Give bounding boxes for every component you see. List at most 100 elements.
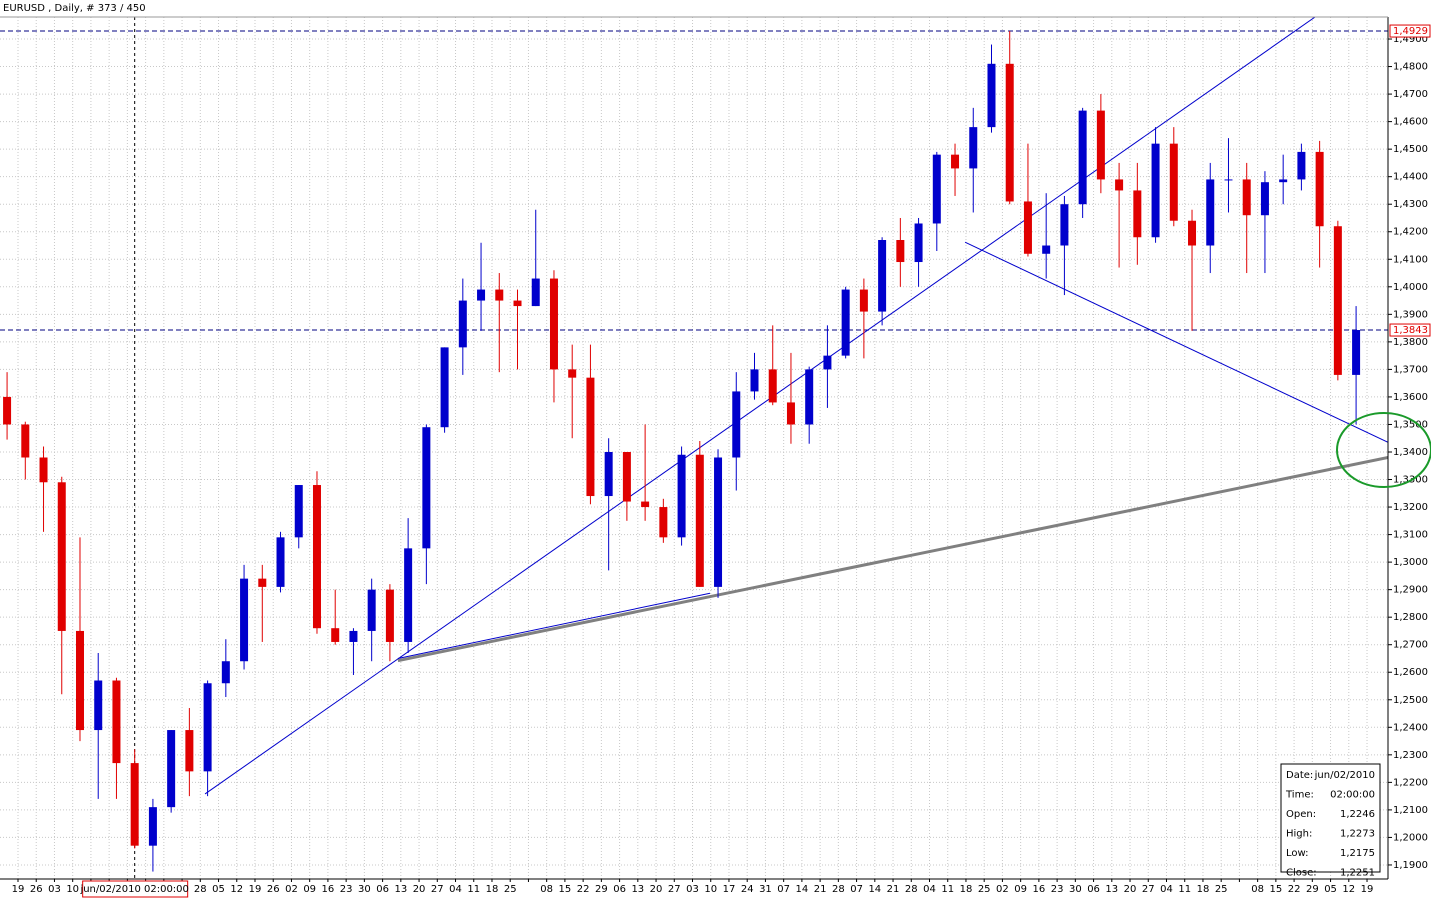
- x-tick-label: 18: [486, 884, 499, 895]
- candle-body: [859, 289, 868, 312]
- candle-body: [750, 369, 759, 392]
- candle-body: [823, 355, 832, 370]
- x-tick-label: 28: [905, 884, 918, 895]
- candle-body: [57, 482, 66, 631]
- y-tick-label: 1,4500: [1393, 144, 1428, 155]
- y-tick-label: 1,4400: [1393, 172, 1428, 183]
- y-tick-label: 1,3900: [1393, 309, 1428, 320]
- candle-body: [1151, 143, 1160, 238]
- x-tick-label: 26: [267, 884, 280, 895]
- info-label: High:: [1286, 829, 1312, 840]
- candle-body: [440, 347, 449, 428]
- x-tick-label: 12: [1342, 884, 1355, 895]
- x-tick-label: 04: [923, 884, 936, 895]
- candle-body: [1352, 330, 1361, 375]
- x-tick-label: 29: [1306, 884, 1319, 895]
- x-tick-label: 02: [285, 884, 298, 895]
- x-tick-label: 30: [1069, 884, 1082, 895]
- x-tick-label: 06: [1087, 884, 1100, 895]
- y-tick-label: 1,2500: [1393, 695, 1428, 706]
- y-tick-label: 1,3500: [1393, 419, 1428, 430]
- trendline: [397, 456, 1388, 663]
- candle-body: [1297, 151, 1306, 180]
- y-tick-label: 1,3600: [1393, 392, 1428, 403]
- info-label: Low:: [1286, 848, 1309, 859]
- candle-body: [1333, 226, 1342, 375]
- candle-body: [385, 589, 394, 642]
- x-tick-label: 16: [1033, 884, 1046, 895]
- y-tick-label: 1,2600: [1393, 667, 1428, 678]
- candle-body: [1169, 143, 1178, 221]
- candle-body: [331, 628, 340, 642]
- x-tick-label: 09: [1014, 884, 1027, 895]
- candle-body: [221, 661, 230, 684]
- x-tick-label: 27: [431, 884, 444, 895]
- candle-body: [185, 730, 194, 772]
- candles: [3, 31, 1361, 872]
- candle-body: [349, 630, 358, 642]
- x-tick-label: 07: [777, 884, 790, 895]
- candle-body: [495, 289, 504, 301]
- x-tick-label: 23: [340, 884, 353, 895]
- candle-body: [1042, 245, 1051, 254]
- candle-body: [1242, 179, 1251, 216]
- x-tick-label: 21: [887, 884, 900, 895]
- x-tick-label: 18: [1197, 884, 1210, 895]
- candle-body: [94, 680, 103, 731]
- info-label: Time:: [1285, 790, 1314, 801]
- x-tick-label: 18: [960, 884, 973, 895]
- candle-body: [21, 424, 30, 458]
- y-tick-label: 1,4000: [1393, 282, 1428, 293]
- info-value: 1,2246: [1340, 809, 1375, 820]
- candle-body: [258, 578, 267, 587]
- x-tick-label: 19: [249, 884, 262, 895]
- candle-body: [404, 548, 413, 642]
- candle-body: [130, 763, 139, 846]
- candle-body: [1005, 63, 1014, 202]
- x-tick-label: 28: [194, 884, 207, 895]
- candle-body: [1115, 179, 1124, 191]
- y-tick-label: 1,2100: [1393, 805, 1428, 816]
- y-tick-label: 1,4900: [1393, 34, 1428, 45]
- y-tick-label: 1,2400: [1393, 722, 1428, 733]
- candle-body: [1260, 182, 1269, 216]
- candle-body: [75, 630, 84, 731]
- x-tick-label: 25: [504, 884, 517, 895]
- candle-body: [367, 589, 376, 631]
- x-tick-label: 08: [1251, 884, 1264, 895]
- x-tick-label: 11: [467, 884, 480, 895]
- x-tick-label: 06: [376, 884, 389, 895]
- axes: 1,1900 1,2000 1,2100 1,2200 1,2300 1,2400 1,25…: [12, 24, 1431, 898]
- candle-body: [1133, 190, 1142, 238]
- candle-body: [1096, 110, 1105, 180]
- y-tick-label: 1,4800: [1393, 62, 1428, 73]
- candle-body: [458, 300, 467, 348]
- y-tick-label: 1,2000: [1393, 832, 1428, 843]
- candle-body: [768, 369, 777, 403]
- price-line-label: 1,4929: [1393, 26, 1428, 37]
- x-tick-label: 13: [631, 884, 644, 895]
- x-tick-label: 02: [996, 884, 1009, 895]
- x-tick-label: 15: [1270, 884, 1283, 895]
- candle-body: [1224, 179, 1233, 181]
- trendline: [964, 241, 1388, 443]
- candle-body: [39, 457, 48, 483]
- y-tick-label: 1,3700: [1393, 364, 1428, 375]
- candle-body: [1188, 220, 1197, 246]
- x-tick-label: 20: [650, 884, 663, 895]
- x-tick-label: 25: [1215, 884, 1228, 895]
- candle-body: [531, 278, 540, 307]
- x-tick-label: 10: [66, 884, 79, 895]
- x-tick-label: 22: [577, 884, 590, 895]
- x-tick-label: 05: [1324, 884, 1337, 895]
- trendline: [204, 17, 1316, 795]
- x-tick-label: 09: [303, 884, 316, 895]
- candle-body: [677, 454, 686, 538]
- x-tick-label: 19: [12, 884, 25, 895]
- x-tick-label: 14: [868, 884, 881, 895]
- y-tick-label: 1,3400: [1393, 447, 1428, 458]
- x-tick-label: 27: [668, 884, 681, 895]
- candle-body: [513, 300, 522, 307]
